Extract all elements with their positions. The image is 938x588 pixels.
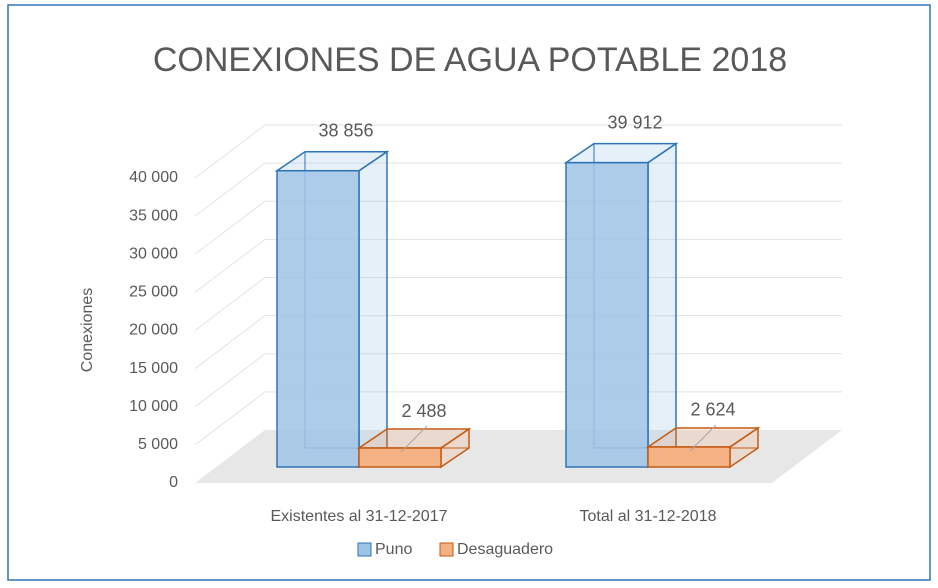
legend-label: Puno — [375, 541, 412, 558]
y-tick-label: 15 000 — [129, 360, 178, 377]
bar — [565, 161, 649, 468]
data-label: 38 856 — [318, 120, 373, 140]
leader-line — [400, 425, 428, 453]
y-tick-label: 35 000 — [129, 207, 178, 224]
y-tick-label: 0 — [169, 474, 178, 491]
y-tick-label: 30 000 — [129, 245, 178, 262]
data-label: 2 624 — [690, 400, 735, 420]
legend-label: Desaguadero — [457, 541, 553, 558]
y-tick-label: 40 000 — [129, 169, 178, 186]
grid-line — [194, 353, 842, 408]
chart-title: CONEXIONES DE AGUA POTABLE 2018 — [153, 41, 787, 79]
y-tick-label: 20 000 — [129, 322, 178, 339]
y-tick-label: 5 000 — [138, 436, 178, 453]
bar — [358, 447, 442, 468]
y-tick-label: 10 000 — [129, 398, 178, 415]
grid-line — [194, 162, 842, 217]
grid-line — [194, 277, 842, 331]
bar — [276, 169, 360, 468]
grid-line — [194, 238, 842, 293]
legend-swatch — [439, 542, 454, 557]
grid-line — [194, 200, 842, 255]
grid-line — [194, 391, 842, 446]
bar-side — [358, 150, 388, 469]
bar — [647, 446, 731, 468]
y-tick-label: 25 000 — [129, 284, 178, 301]
data-label: 2 488 — [401, 401, 446, 421]
bar-side — [647, 142, 677, 469]
grid-line — [194, 315, 842, 370]
legend-swatch — [357, 542, 372, 557]
x-tick-label: Total al 31-12-2018 — [580, 508, 717, 525]
grid-line — [194, 124, 842, 179]
leader-line — [689, 424, 717, 452]
frame — [7, 4, 931, 581]
data-label: 39 912 — [607, 112, 662, 132]
x-tick-label: Existentes al 31-12-2017 — [271, 508, 448, 525]
y-axis-label: Conexiones — [79, 288, 96, 373]
